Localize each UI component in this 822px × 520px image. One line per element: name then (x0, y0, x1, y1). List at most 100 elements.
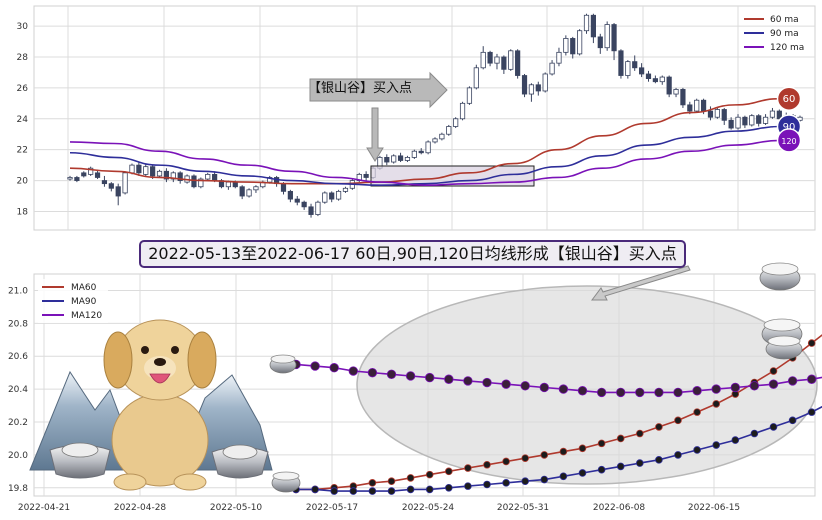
candle (384, 154, 390, 166)
candle (535, 81, 541, 96)
ma-point (787, 376, 798, 386)
ma-point (368, 487, 377, 495)
legend-label: 90 ma (770, 29, 799, 39)
ma-point (501, 379, 511, 389)
candle-body (397, 155, 404, 161)
ma-point (540, 451, 549, 459)
candle (439, 132, 445, 141)
candle (632, 55, 638, 71)
candle (108, 182, 114, 192)
candle-body (198, 178, 204, 188)
ma-point (673, 387, 683, 398)
candle (694, 98, 700, 113)
candle (645, 70, 652, 82)
candle-body (639, 67, 645, 75)
y-tick-label: 21.0 (8, 286, 28, 296)
silver-bowl-icon (269, 354, 297, 374)
candle-body (762, 116, 769, 124)
legend-label: MA60 (71, 283, 97, 293)
candle (94, 169, 101, 180)
candle (583, 13, 590, 34)
candle (198, 177, 204, 189)
y-tick-label: 20.6 (8, 352, 28, 362)
ma-point (578, 444, 587, 453)
ma-point (540, 475, 549, 484)
candle-body (563, 38, 569, 53)
ma-point (635, 429, 644, 438)
silver-bowl-icon (759, 262, 801, 291)
x-tick-label: 2022-05-24 (402, 503, 455, 513)
candle-body (742, 116, 748, 126)
ma-point (712, 441, 720, 449)
candle (81, 171, 87, 178)
y-tick-label: 20.4 (8, 385, 28, 395)
ma-point (521, 454, 529, 462)
y-tick-label: 22 (17, 146, 28, 156)
ma-point (655, 423, 663, 431)
ma-point (483, 480, 491, 489)
candle (501, 55, 507, 74)
x-tick-label: 2022-06-08 (593, 503, 646, 513)
candle-body (239, 186, 245, 197)
candle-body (301, 201, 307, 208)
ma-point (655, 456, 663, 464)
candle-body (611, 24, 617, 52)
candle-body (528, 84, 535, 95)
ma-badge-circle (776, 128, 802, 153)
candle-body (597, 36, 603, 49)
candle-body (232, 181, 238, 188)
legend-label: MA120 (71, 311, 102, 321)
ma-point (749, 381, 760, 391)
ma-badge-label: 90 (783, 122, 796, 133)
y-tick-label: 20 (17, 177, 29, 187)
ma-point (616, 462, 625, 471)
ma-point (807, 374, 817, 384)
x-tick-label: 2022-04-28 (114, 503, 167, 513)
ma-point (311, 485, 319, 494)
candle-body (487, 51, 493, 64)
candle-body (294, 198, 300, 203)
legend-entry: 60 ma (744, 15, 799, 25)
candle (762, 114, 769, 125)
ma-lines (291, 334, 822, 495)
candle (597, 33, 603, 54)
candle (88, 166, 94, 176)
ma-point (444, 467, 453, 476)
ma-point (654, 387, 664, 398)
candle-body (515, 50, 521, 76)
candle (563, 35, 569, 56)
ma-badges: 60 90 120 (776, 86, 802, 153)
ma-point (597, 439, 606, 448)
candle (769, 107, 776, 119)
candle-body (583, 14, 590, 32)
candle-body (225, 181, 231, 188)
candle-body (652, 78, 658, 83)
y-tick-label: 26 (17, 84, 29, 94)
candle (659, 75, 665, 85)
candle-body (163, 170, 170, 180)
legend-label: 60 ma (770, 15, 799, 25)
candle-body (280, 183, 287, 192)
candle (432, 137, 438, 144)
candle (205, 172, 211, 181)
ma-lines (69, 97, 781, 187)
candle-body (714, 109, 720, 118)
candle (143, 163, 149, 176)
ma-point (425, 470, 434, 479)
candle-body (521, 75, 528, 95)
x-tick-label: 2022-05-31 (497, 503, 549, 513)
candle (239, 185, 245, 200)
ma-point (406, 485, 415, 494)
candle-body (150, 166, 156, 177)
legend-entry: 90 ma (744, 29, 799, 39)
silver-ingot-icon (49, 442, 111, 479)
candle-body (769, 110, 776, 118)
candle-body (88, 167, 94, 175)
candle-body (81, 172, 87, 177)
candle-body (459, 102, 466, 120)
ma-badge-label: 120 (781, 137, 796, 146)
ma-point (558, 384, 569, 394)
candle (625, 60, 631, 79)
candle (156, 169, 163, 178)
